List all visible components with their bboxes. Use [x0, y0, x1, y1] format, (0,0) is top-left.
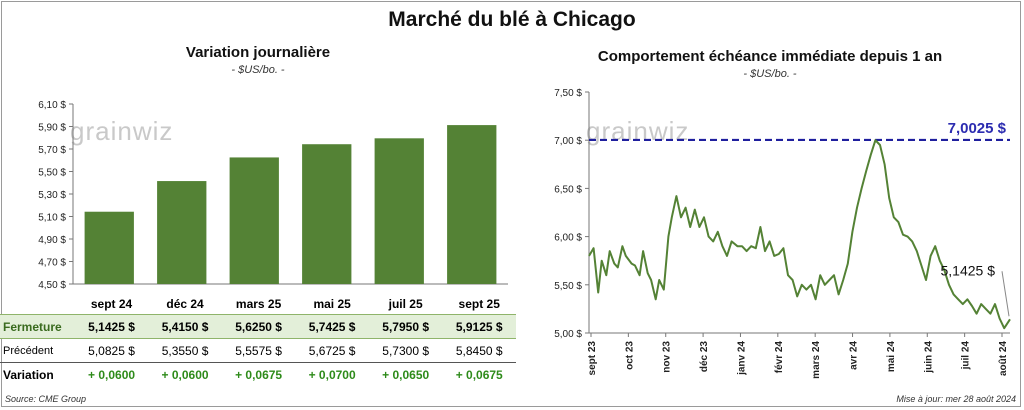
bar: [302, 144, 352, 284]
table-cell: 5,7950 $: [368, 314, 443, 339]
last-annotation: 5,1425 $: [941, 262, 996, 278]
table-cell: + 0,0700: [295, 362, 369, 386]
column-header: juil 25: [388, 297, 423, 311]
line-chart-title: Comportement échéance immédiate depuis 1…: [597, 48, 943, 65]
table-row-precedent: Précédent 5,0825 $ 5,3550 $ 5,5575 $ 5,6…: [0, 339, 516, 363]
bar-chart-title: Variation journalière: [185, 44, 331, 61]
bar: [229, 157, 279, 284]
table-cell: 5,5575 $: [235, 343, 282, 358]
x-tick-label: janv 24: [736, 341, 747, 376]
y-tick-label: 5,70 $: [38, 145, 66, 156]
column-header: mars 25: [235, 297, 282, 311]
y-tick-label: 5,10 $: [38, 213, 66, 224]
bar-chart-unit: - $US/bo. -: [231, 64, 285, 76]
x-tick-label: nov 23: [662, 341, 673, 373]
table-cell: 5,1425 $: [74, 314, 149, 339]
table-cell: 5,8450 $: [455, 343, 503, 358]
row-label: Précédent: [3, 344, 54, 357]
row-label: Variation: [0, 362, 75, 386]
table-cell: 5,9125 $: [442, 314, 516, 339]
y-tick-label: 7,50 $: [554, 88, 582, 99]
page-title: Marché du blé à Chicago: [388, 8, 636, 31]
x-tick-label: déc 23: [699, 341, 710, 373]
bar: [157, 181, 207, 284]
y-tick-label: 6,50 $: [554, 184, 582, 195]
y-tick-label: 6,00 $: [554, 233, 582, 244]
table-cell: 5,3550 $: [161, 343, 209, 358]
table-cell: 5,6725 $: [308, 343, 356, 358]
table-cell: + 0,0675: [442, 362, 516, 386]
bar-chart-watermark: grainwiz: [70, 116, 174, 146]
price-series-line: [588, 139, 1011, 330]
line-chart-unit: - $US/bo. -: [743, 68, 797, 80]
table-cell: + 0,0600: [74, 362, 149, 386]
bar-chart: 4,50 $ 4,70 $ 4,90 $ 5,10 $ 5,30 $ 5,50 $ 5,70…: [38, 100, 508, 291]
y-tick-label: 6,10 $: [38, 100, 66, 111]
x-tick-label: févr 24: [774, 341, 785, 374]
futures-table: sept 24 déc 24 mars 25 mai 25 juil 25 se…: [0, 294, 516, 386]
y-tick-label: 7,00 $: [554, 136, 582, 147]
y-tick-label: 5,50 $: [554, 281, 582, 292]
table-cell: 5,7300 $: [382, 343, 430, 358]
y-tick-label: 4,90 $: [38, 235, 66, 246]
table-cell: 5,0825 $: [88, 343, 135, 358]
y-tick-label: 5,50 $: [38, 168, 66, 179]
table-cell: 5,6250 $: [221, 314, 296, 339]
y-tick-label: 5,00 $: [554, 329, 582, 340]
table-row-fermeture: Fermeture 5,1425 $ 5,4150 $ 5,6250 $ 5,7…: [0, 314, 516, 339]
x-tick-label: avr 24: [849, 341, 860, 370]
table-cell: 5,4150 $: [148, 314, 222, 339]
source-note: Source: CME Group: [5, 394, 87, 404]
column-header: déc 24: [166, 297, 204, 311]
y-tick-label: 4,70 $: [38, 258, 66, 269]
column-header: mai 25: [313, 297, 351, 311]
column-header: sept 24: [90, 297, 133, 311]
x-tick-label: mai 24: [886, 341, 897, 373]
x-tick-label: juil 24: [961, 341, 972, 371]
row-label: Fermeture: [0, 314, 75, 339]
x-tick-label: juin 24: [923, 341, 934, 374]
table-row-variation: Variation + 0,0600 + 0,0600 + 0,0675 + 0…: [0, 362, 516, 386]
column-header: sept 25: [458, 297, 500, 311]
table-cell: 5,7425 $: [295, 314, 369, 339]
line-chart: 5,00 $ 5,50 $ 6,00 $ 6,50 $ 7,00 $ 7,50 $ sept…: [554, 88, 1011, 379]
y-tick-label: 5,30 $: [38, 190, 66, 201]
x-tick-label: mars 24: [811, 341, 822, 379]
table-header-row: sept 24 déc 24 mars 25 mai 25 juil 25 se…: [0, 294, 516, 315]
bar: [84, 211, 134, 284]
table-cell: + 0,0650: [368, 362, 443, 386]
table-cell: + 0,0675: [221, 362, 296, 386]
bar: [374, 138, 424, 284]
last-annotation-leader: [1001, 271, 1010, 317]
y-tick-label: 5,90 $: [38, 123, 66, 134]
y-tick-label: 4,50 $: [38, 280, 66, 291]
table-cell: + 0,0600: [148, 362, 222, 386]
x-tick-label: sept 23: [587, 341, 598, 376]
bar: [447, 125, 497, 284]
x-tick-label: août 24: [998, 341, 1009, 376]
update-date: Mise à jour: mer 28 août 2024: [896, 394, 1016, 404]
x-tick-label: oct 23: [624, 341, 635, 370]
high-annotation: 7,0025 $: [948, 120, 1007, 137]
